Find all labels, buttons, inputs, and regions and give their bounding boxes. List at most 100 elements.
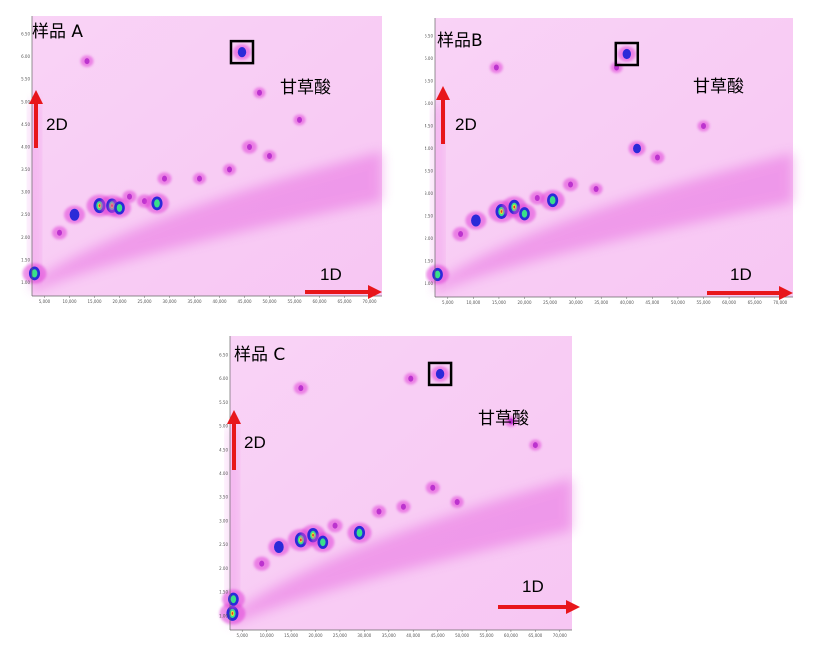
peak xyxy=(219,602,246,625)
x-tick-label: 45,000 xyxy=(645,300,659,305)
x-tick-label: 25,000 xyxy=(543,300,557,305)
x-tick-label: 60,000 xyxy=(313,299,327,304)
y-tick-label: 4.00 xyxy=(425,146,433,151)
y-tick-label: 3.00 xyxy=(219,518,228,523)
peak xyxy=(221,589,245,609)
solvent-streak xyxy=(433,103,442,284)
panel-sample-a: 5,000 10,000 15,000 20,000 25,000 30,000 35,00… xyxy=(20,10,398,320)
y-tick-label: 2.00 xyxy=(219,566,228,571)
peak xyxy=(145,193,169,214)
peak xyxy=(529,439,542,451)
x-tick-label: 20,000 xyxy=(309,633,323,638)
peak xyxy=(431,366,450,382)
panel-sample-c: 5,000 10,000 15,000 20,000 25,000 30,000 35,00… xyxy=(206,330,598,648)
peak xyxy=(372,505,387,518)
y-tick-label: 1.00 xyxy=(21,280,30,285)
xlabel: 1D xyxy=(522,577,544,596)
y-tick-label: 1.50 xyxy=(219,590,228,595)
peak xyxy=(426,264,450,285)
glycyrrhizic-acid-box xyxy=(614,41,640,67)
x-tick-label: 55,000 xyxy=(288,299,302,304)
peak xyxy=(293,381,308,395)
x-tick-label: 25,000 xyxy=(333,633,347,638)
y-tick-label: 1.00 xyxy=(219,613,228,618)
y-tick-label: 4.00 xyxy=(219,471,228,476)
peak xyxy=(108,198,131,218)
x-tick-label: 50,000 xyxy=(455,633,469,638)
peak xyxy=(396,500,411,513)
x-tick-label: 35,000 xyxy=(188,299,202,304)
y-tick-label: 2.50 xyxy=(21,212,30,217)
y-tick-label: 3.00 xyxy=(425,191,433,196)
y-tick-label: 4.50 xyxy=(21,122,30,127)
peak xyxy=(122,190,137,203)
y-tick-label: 5.50 xyxy=(21,77,30,82)
arrow-head xyxy=(436,86,450,100)
arrow-head xyxy=(227,410,241,424)
x-tick-label: 60,000 xyxy=(722,300,736,305)
x-tick-label: 30,000 xyxy=(357,633,371,638)
x-tick-label: 70,000 xyxy=(363,299,377,304)
y-tick-label: 1.50 xyxy=(21,257,30,262)
x-tick-label: 65,000 xyxy=(748,300,762,305)
y-tick-label: 5.00 xyxy=(425,101,433,106)
y-tick-label: 4.00 xyxy=(21,144,30,149)
peak xyxy=(263,150,276,162)
x-tick-label: 25,000 xyxy=(138,299,152,304)
peak xyxy=(425,481,440,494)
x-tick-label: 5,000 xyxy=(236,633,248,638)
y-tick-label: 6.00 xyxy=(219,376,228,381)
peak xyxy=(617,46,636,62)
solvent-streak xyxy=(228,426,237,616)
peak xyxy=(628,141,646,156)
x-tick-label: 65,000 xyxy=(528,633,542,638)
glycyrrhizic-acid-box xyxy=(427,361,453,387)
x-tick-label: 5,000 xyxy=(39,299,51,304)
xlabel: 1D xyxy=(730,265,752,284)
peak xyxy=(253,556,270,571)
annotation-label: 甘草酸 xyxy=(693,77,744,97)
peak xyxy=(193,172,206,185)
x-tick-label: 15,000 xyxy=(88,299,102,304)
peak xyxy=(452,227,469,241)
solvent-streak xyxy=(30,101,39,283)
peak xyxy=(293,114,306,126)
y-tick-label: 6.50 xyxy=(21,32,30,37)
annotation-label: 甘草酸 xyxy=(280,78,331,98)
y-tick-label: 3.50 xyxy=(21,167,30,172)
glycyrrhizic-acid-box xyxy=(229,39,255,65)
x-tick-label: 35,000 xyxy=(382,633,396,638)
chart-sample-c: 5,000 10,000 15,000 20,000 25,000 30,000 35,00… xyxy=(219,336,580,638)
peak xyxy=(157,172,172,185)
y-tick-label: 6.00 xyxy=(425,56,433,61)
y-tick-label: 6.00 xyxy=(21,54,30,59)
x-tick-label: 20,000 xyxy=(113,299,127,304)
panel-title: 样品B xyxy=(437,31,483,51)
y-tick-label: 4.50 xyxy=(425,124,433,129)
y-tick-label: 6.50 xyxy=(425,34,433,39)
y-tick-label: 3.00 xyxy=(21,190,30,195)
y-tick-label: 4.50 xyxy=(219,447,228,452)
y-tick-label: 5.00 xyxy=(21,99,30,104)
peak xyxy=(650,151,665,164)
background-band xyxy=(435,153,793,293)
x-tick-label: 40,000 xyxy=(620,300,634,305)
peak xyxy=(80,55,94,67)
x-tick-label: 40,000 xyxy=(406,633,420,638)
peak xyxy=(253,87,266,99)
arrow-head xyxy=(779,286,793,300)
peak xyxy=(488,200,515,223)
x-tick-label: 15,000 xyxy=(492,300,506,305)
x-tick-label: 15,000 xyxy=(284,633,298,638)
arrow-head xyxy=(368,285,382,299)
y-tick-label: 2.50 xyxy=(425,214,433,219)
x-tick-label: 65,000 xyxy=(338,299,352,304)
x-tick-label: 50,000 xyxy=(263,299,277,304)
x-tick-label: 50,000 xyxy=(671,300,685,305)
peak xyxy=(64,205,85,224)
x-tick-label: 10,000 xyxy=(260,633,274,638)
x-tick-label: 70,000 xyxy=(553,633,567,638)
peak xyxy=(311,532,335,553)
x-tick-label: 10,000 xyxy=(466,300,480,305)
x-tick-label: 30,000 xyxy=(569,300,583,305)
